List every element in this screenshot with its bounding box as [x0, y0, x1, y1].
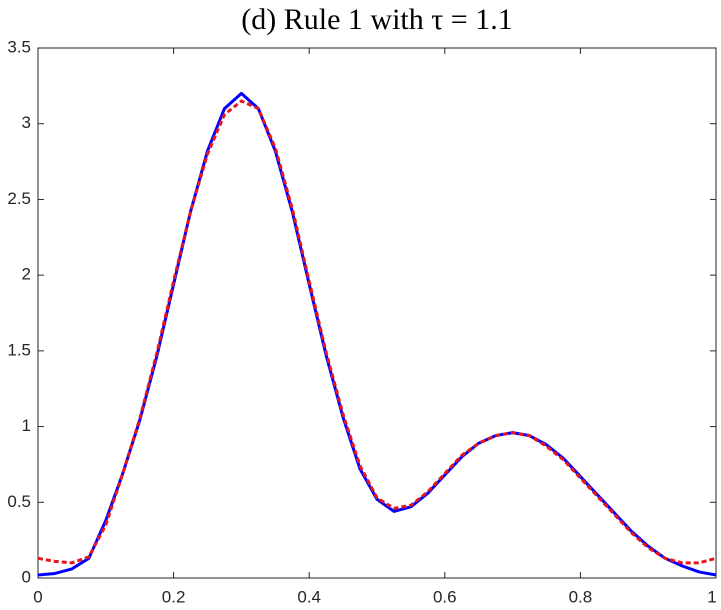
chart-title: (d) Rule 1 with τ = 1.1	[241, 3, 512, 36]
x-tick-label: 0.8	[569, 587, 593, 606]
y-tick-label: 3.5	[7, 37, 31, 56]
y-tick-label: 1	[22, 416, 31, 435]
line-series	[37, 99, 717, 565]
y-tick-label: 0	[22, 567, 31, 586]
y-tick-label: 2	[22, 265, 31, 284]
plot-frame	[37, 47, 717, 579]
x-tick-label: 0.6	[433, 587, 457, 606]
y-tick-label: 0.5	[7, 492, 31, 511]
x-tick-label: 0.4	[297, 587, 321, 606]
line-series	[37, 91, 717, 577]
y-tick-label: 2.5	[7, 189, 31, 208]
x-tick-label: 1	[707, 587, 716, 606]
y-tick-label: 1.5	[7, 340, 31, 359]
x-tick-label: 0.2	[162, 587, 186, 606]
x-tick-label: 0	[33, 587, 42, 606]
y-tick-label: 3	[22, 113, 31, 132]
